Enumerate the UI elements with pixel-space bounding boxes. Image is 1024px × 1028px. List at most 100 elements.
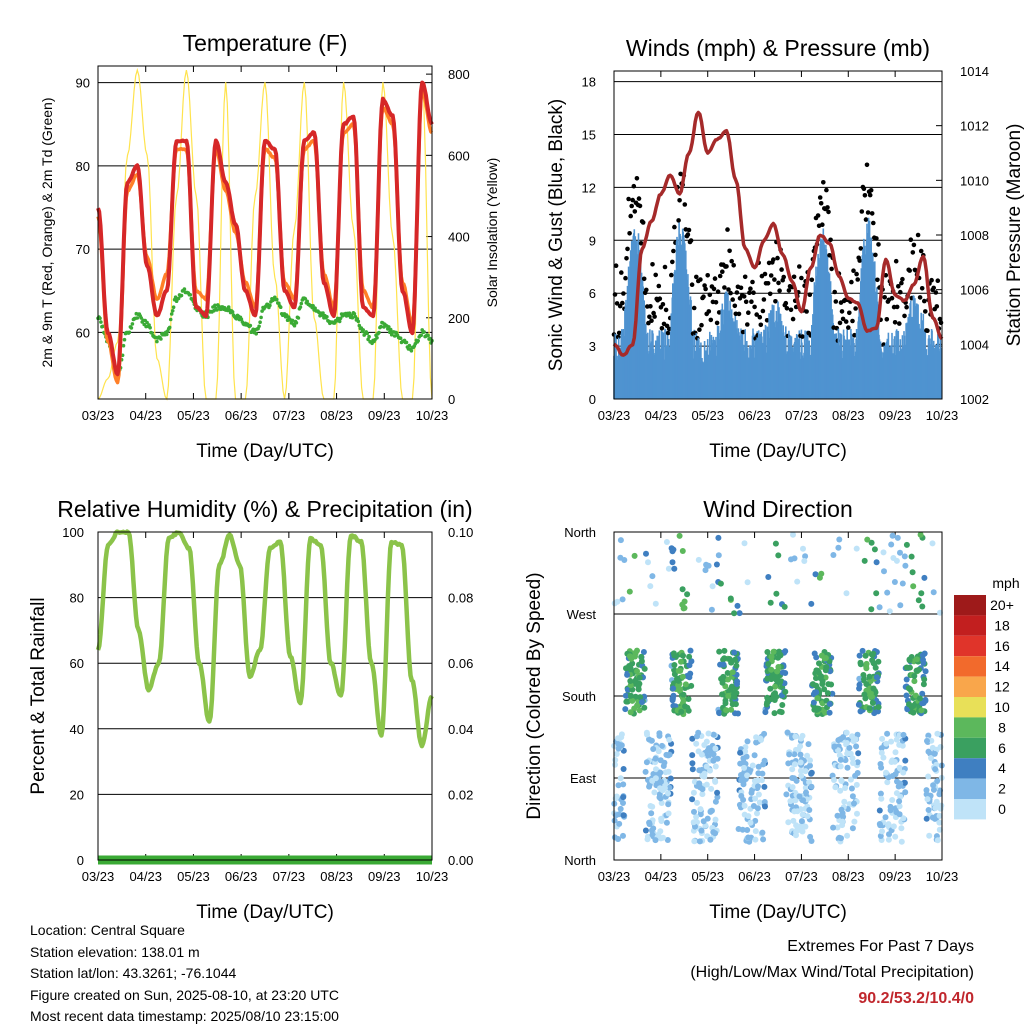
- gust-point: [900, 276, 905, 282]
- direction-point: [709, 583, 716, 590]
- direction-point: [734, 681, 740, 687]
- direction-point: [930, 786, 937, 793]
- gust-point: [621, 291, 626, 296]
- direction-point: [716, 648, 723, 655]
- direction-point: [934, 778, 941, 784]
- direction-point: [738, 793, 745, 799]
- x-tick-label: 05/23: [691, 869, 724, 884]
- y-tick-label: 18: [582, 75, 596, 90]
- direction-point: [648, 810, 655, 817]
- direction-point: [612, 757, 619, 763]
- direction-point: [627, 692, 634, 699]
- direction-point: [847, 750, 854, 757]
- point-dewpoint: [135, 316, 140, 320]
- gust-point: [851, 268, 856, 274]
- direction-point: [731, 610, 738, 617]
- gust-point: [686, 227, 692, 233]
- direction-point: [675, 677, 682, 684]
- direction-point: [893, 736, 900, 743]
- direction-point: [791, 751, 798, 758]
- direction-point: [725, 692, 732, 699]
- direction-point: [759, 829, 766, 836]
- x-tick-label: 03/23: [598, 408, 631, 423]
- gust-point: [832, 289, 837, 295]
- gust-point: [855, 277, 860, 282]
- direction-point: [876, 821, 883, 827]
- direction-point: [781, 603, 788, 610]
- gust-point: [863, 217, 869, 222]
- gust-point: [933, 290, 939, 295]
- direction-point: [611, 834, 618, 841]
- direction-point: [837, 787, 844, 794]
- direction-point: [903, 541, 910, 548]
- direction-point: [891, 758, 898, 765]
- direction-point: [932, 805, 939, 811]
- direction-point: [664, 837, 671, 843]
- gust-point: [807, 292, 813, 298]
- gust-point: [752, 304, 757, 310]
- legend-swatch: [954, 799, 986, 820]
- direction-point: [814, 695, 821, 702]
- direction-point: [818, 673, 825, 680]
- direction-point: [793, 832, 799, 839]
- direction-point: [772, 540, 779, 547]
- direction-point: [782, 688, 789, 695]
- direction-point: [802, 768, 809, 775]
- x-tick-label: 06/23: [225, 408, 258, 423]
- direction-point: [636, 674, 643, 681]
- direction-point: [616, 820, 623, 827]
- gust-point: [728, 290, 733, 296]
- x-tick-label: 05/23: [177, 408, 210, 423]
- legend-label: 16: [994, 638, 1010, 654]
- point-dewpoint: [290, 318, 295, 323]
- direction-point: [622, 692, 629, 699]
- direction-point: [880, 549, 887, 556]
- y-tick-label: South: [562, 689, 596, 704]
- x-tick-label: 08/23: [320, 869, 353, 884]
- direction-point: [863, 665, 870, 672]
- direction-point: [853, 743, 860, 750]
- direction-point: [695, 556, 702, 563]
- point-dewpoint: [294, 321, 299, 325]
- direction-point: [779, 702, 786, 708]
- point-dewpoint: [130, 322, 135, 326]
- gust-point: [791, 274, 797, 280]
- direction-point: [652, 775, 659, 782]
- legend-label: 14: [994, 658, 1010, 674]
- direction-point: [901, 779, 908, 786]
- direction-point: [841, 798, 848, 805]
- legend-label: 8: [998, 719, 1006, 735]
- panel-2: Winds (mph) & Pressure (mb) Time (Day/UTC…: [546, 35, 1024, 462]
- direction-point: [669, 559, 676, 566]
- gust-point: [846, 325, 851, 330]
- gust-point: [760, 308, 766, 314]
- gust-point: [788, 307, 794, 313]
- direction-point: [918, 707, 925, 714]
- direction-point: [648, 827, 655, 834]
- direction-point: [889, 773, 896, 779]
- gust-point: [625, 246, 630, 252]
- direction-point: [863, 660, 870, 667]
- direction-point: [618, 731, 625, 738]
- panel-3: Relative Humidity (%) & Precipitation (i…: [28, 496, 473, 923]
- gust-point: [647, 314, 652, 320]
- direction-point: [898, 825, 905, 832]
- direction-point: [856, 675, 863, 682]
- direction-point: [722, 700, 729, 707]
- direction-point: [810, 681, 816, 688]
- direction-point: [847, 776, 854, 783]
- series-pressure: [612, 110, 944, 357]
- latlon-text: Station lat/lon: 43.3261; -76.1044: [30, 965, 237, 981]
- direction-point: [903, 664, 910, 671]
- direction-point: [791, 761, 798, 768]
- direction-point: [854, 759, 861, 766]
- point-dewpoint: [145, 320, 149, 325]
- direction-point: [760, 836, 767, 843]
- panel-title: Relative Humidity (%) & Precipitation (i…: [57, 496, 472, 522]
- y-tick-label: 9: [589, 233, 596, 248]
- direction-point: [856, 685, 863, 692]
- direction-point: [611, 817, 618, 824]
- direction-point: [738, 777, 745, 784]
- x-tick-label: 05/23: [691, 408, 724, 423]
- legend-swatch: [954, 615, 986, 636]
